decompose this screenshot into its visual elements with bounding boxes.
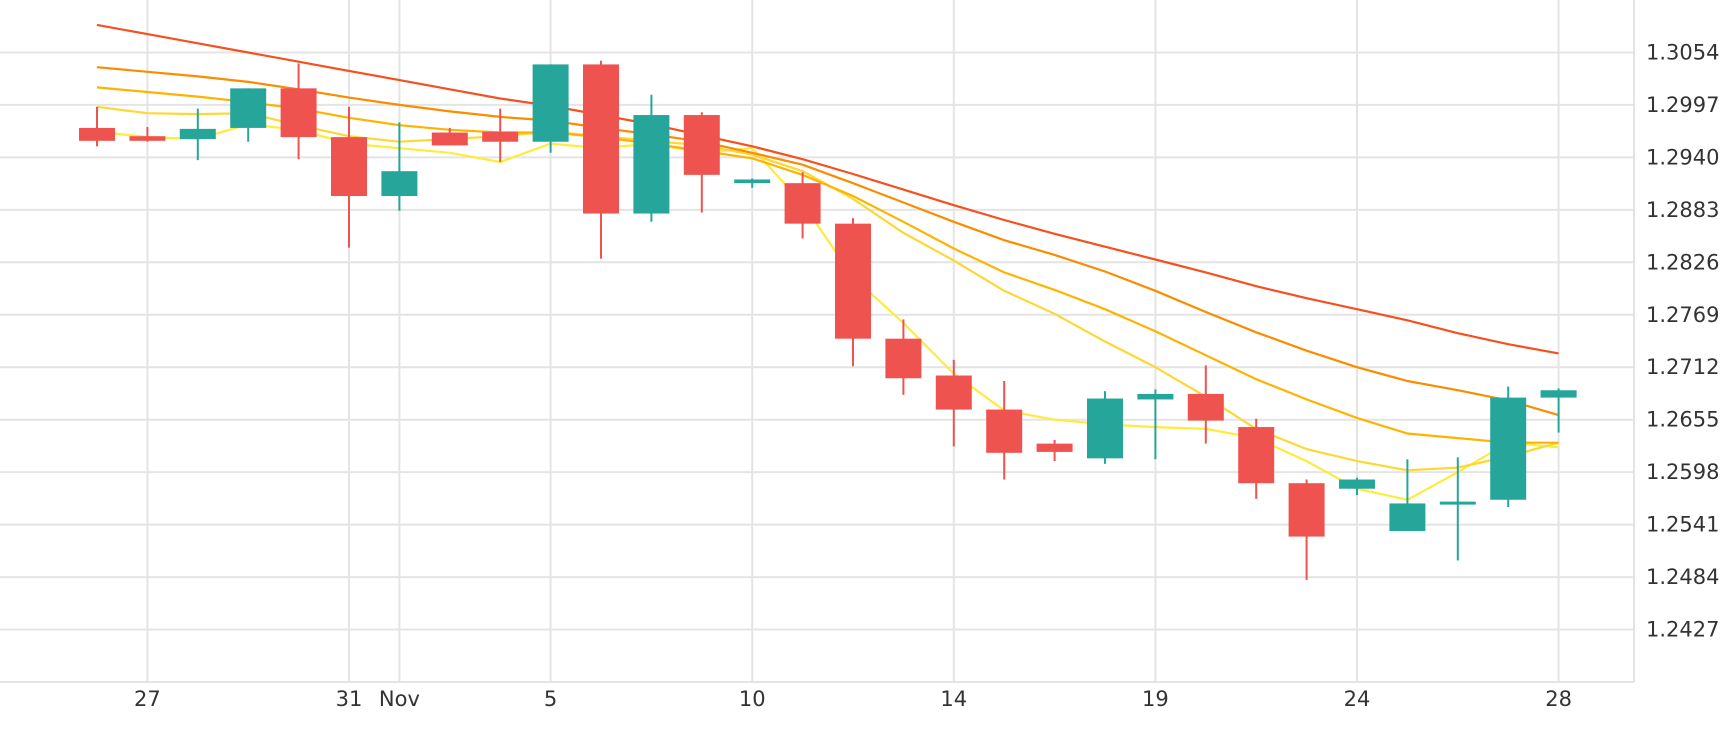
x-tick-label: 5 — [544, 687, 557, 711]
candle — [381, 122, 418, 211]
candle-body — [1036, 443, 1073, 452]
candle — [331, 106, 367, 248]
candle — [431, 127, 468, 146]
candle — [835, 218, 871, 367]
candle — [986, 381, 1023, 480]
candle — [1540, 388, 1577, 433]
candle-body — [683, 115, 720, 175]
x-tick-label: 19 — [1142, 687, 1169, 711]
x-tick-label: 31 — [336, 687, 363, 711]
candle — [1288, 479, 1325, 580]
candle-body — [835, 223, 871, 339]
candle — [1137, 389, 1174, 460]
x-tick-label: 28 — [1545, 687, 1572, 711]
candle-body — [1238, 427, 1275, 484]
y-tick-label: 1.2883 — [1646, 198, 1719, 222]
y-tick-label: 1.3054 — [1646, 40, 1719, 64]
candle — [583, 60, 619, 259]
candle-body — [1137, 393, 1174, 400]
candle — [683, 112, 720, 213]
y-tick-label: 1.2997 — [1646, 93, 1719, 117]
candle-body — [381, 171, 418, 197]
ma-line-2 — [96, 105, 1559, 472]
candle-body — [935, 375, 972, 410]
candle-body — [784, 183, 821, 224]
candle — [885, 319, 922, 395]
candle — [230, 88, 267, 142]
candle-body — [1339, 479, 1375, 489]
y-tick-label: 1.2598 — [1646, 460, 1719, 484]
candle-body — [583, 64, 619, 214]
candle — [1339, 477, 1375, 496]
candle — [179, 108, 216, 161]
candle — [1238, 418, 1275, 499]
candle-body — [1490, 397, 1527, 500]
y-tick-label: 1.2484 — [1646, 565, 1719, 589]
candle-body — [1540, 390, 1577, 398]
x-tick-label: 10 — [739, 687, 766, 711]
candles — [79, 60, 1577, 580]
candle-body — [1439, 501, 1476, 505]
candle-body — [179, 128, 216, 139]
candle-body — [1389, 503, 1426, 532]
x-axis-labels: 27 31 Nov 5 10 14 19 24 28 — [134, 687, 1572, 711]
y-tick-label: 1.2940 — [1646, 145, 1719, 169]
y-tick-label: 1.2826 — [1646, 250, 1719, 274]
y-tick-label: 1.2427 — [1646, 618, 1719, 642]
ma-line-5 — [96, 23, 1559, 355]
candle-body — [79, 127, 115, 141]
ma-line-4 — [96, 66, 1559, 417]
candle-body — [885, 338, 922, 379]
candle — [784, 172, 821, 239]
candle-body — [1187, 393, 1224, 421]
x-tick-label: 24 — [1344, 687, 1371, 711]
candle-body — [1288, 483, 1325, 537]
candle-body — [1087, 398, 1123, 459]
y-tick-label: 1.2769 — [1646, 303, 1719, 327]
x-tick-label: Nov — [379, 687, 420, 711]
candle-body — [280, 88, 317, 138]
candle-body — [734, 179, 771, 184]
candle — [1087, 391, 1123, 464]
candle — [1187, 365, 1224, 444]
x-tick-label: 14 — [940, 687, 967, 711]
ma-line-3 — [96, 86, 1559, 444]
y-axis-labels: 1.3054 1.2997 1.2940 1.2883 1.2826 1.2769 1.27… — [1646, 40, 1719, 641]
y-tick-label: 1.2712 — [1646, 355, 1719, 379]
candle-body — [986, 409, 1023, 453]
candle-body — [129, 136, 166, 141]
candle — [633, 94, 670, 222]
candle — [129, 127, 166, 142]
candle-body — [431, 132, 468, 146]
candle — [935, 359, 972, 447]
candle — [1490, 386, 1527, 508]
candle-body — [532, 64, 569, 142]
candle — [1036, 439, 1073, 462]
candle — [1439, 457, 1476, 561]
candle — [1389, 459, 1426, 532]
ma-line-1 — [96, 123, 1559, 501]
y-grid-lines — [0, 51, 1634, 631]
candle-body — [633, 115, 670, 214]
candle — [79, 106, 115, 147]
y-tick-label: 1.2541 — [1646, 513, 1719, 537]
candle-body — [331, 137, 367, 197]
candle — [532, 64, 569, 153]
candle-body — [230, 88, 267, 128]
y-tick-label: 1.2655 — [1646, 408, 1719, 432]
x-tick-label: 27 — [134, 687, 161, 711]
candle — [280, 63, 317, 160]
candle-body — [482, 131, 519, 142]
candle — [482, 108, 519, 162]
candle — [734, 178, 771, 188]
